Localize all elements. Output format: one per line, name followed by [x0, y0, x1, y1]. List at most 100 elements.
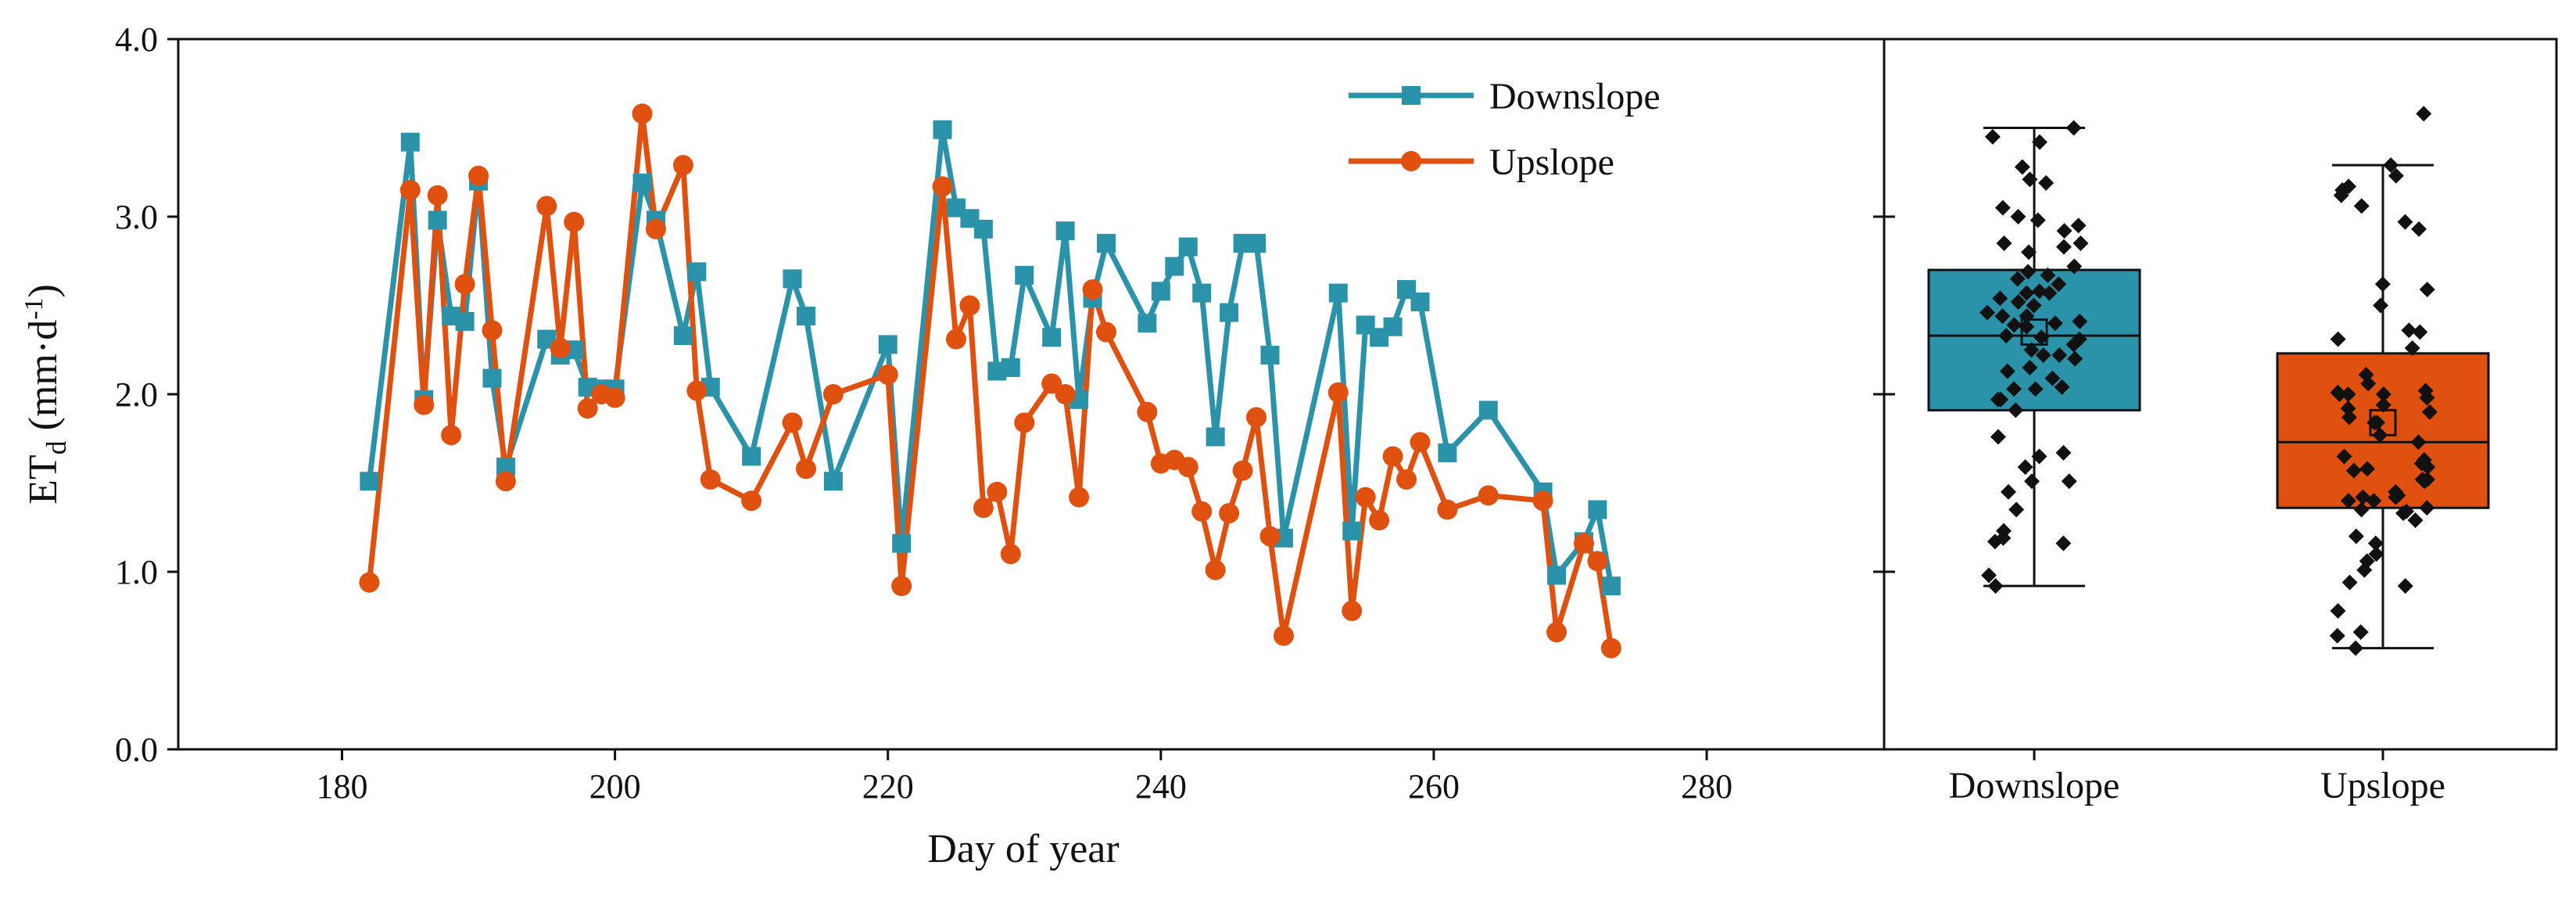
upslope-point — [2411, 221, 2427, 237]
upslope-point — [2404, 339, 2420, 356]
downslope-marker — [1151, 282, 1170, 301]
y-tick-label: 3.0 — [115, 198, 158, 236]
downslope-marker — [1478, 400, 1498, 420]
upslope-series-line — [366, 110, 1614, 649]
downslope-point — [2070, 217, 2087, 234]
downslope-point — [2000, 483, 2016, 500]
upslope-point — [2340, 493, 2356, 509]
upslope-point — [2420, 459, 2436, 476]
downslope-marker — [1260, 346, 1280, 365]
x-tick-label: 280 — [1681, 767, 1732, 806]
upslope-marker — [945, 329, 966, 350]
y-tick-label: 2.0 — [115, 375, 158, 414]
upslope-marker — [1396, 469, 1417, 490]
upslope-marker — [973, 497, 994, 519]
downslope-marker — [1178, 237, 1198, 257]
upslope-point — [2348, 528, 2364, 544]
upslope-point — [2352, 624, 2369, 641]
downslope-point — [1984, 128, 2001, 145]
upslope-point — [2388, 489, 2404, 505]
upslope-point — [2341, 574, 2358, 591]
downslope-marker — [687, 262, 707, 282]
upslope-point — [2401, 322, 2417, 339]
upslope-point — [2331, 386, 2348, 402]
line-plot-frame — [177, 38, 1886, 751]
downslope-point — [2056, 223, 2073, 239]
downslope-marker — [878, 335, 897, 354]
upslope-point — [2412, 324, 2428, 340]
upslope-point — [2416, 106, 2432, 122]
upslope-box — [2276, 352, 2490, 509]
upslope-marker — [1069, 487, 1090, 508]
downslope-marker — [482, 368, 502, 388]
upslope-marker — [1437, 499, 1458, 520]
downslope-point — [2019, 285, 2035, 301]
upslope-marker — [399, 179, 421, 200]
downslope-point — [2010, 209, 2026, 224]
upslope-marker — [932, 176, 953, 197]
upslope-marker — [414, 394, 435, 415]
x-tick-label: 180 — [316, 767, 367, 806]
upslope-point — [2397, 214, 2413, 230]
upslope-point — [2388, 167, 2404, 184]
downslope-marker — [1015, 265, 1034, 285]
downslope-marker — [1328, 283, 1348, 303]
y-axis-title: ETd (mm·d-1) — [20, 284, 72, 505]
downslope-point — [1987, 578, 2004, 594]
upslope-marker — [959, 295, 980, 316]
downslope-point — [2027, 381, 2044, 397]
downslope-marker — [796, 307, 815, 326]
downslope-point — [2038, 174, 2055, 191]
downslope-marker — [742, 447, 761, 466]
downslope-marker — [360, 472, 379, 491]
upslope-marker — [645, 218, 666, 239]
x-tick-label: 260 — [1408, 767, 1460, 806]
downslope-marker — [1247, 234, 1267, 253]
upslope-marker — [795, 458, 816, 479]
downslope-point — [2065, 336, 2082, 353]
downslope-point — [2072, 313, 2088, 329]
upslope-marker — [441, 425, 462, 446]
upslope-point — [2341, 409, 2357, 426]
upslope-marker — [1219, 503, 1240, 524]
x-tick-label: 240 — [1135, 767, 1187, 806]
upslope-marker — [632, 103, 653, 124]
upslope-point — [2383, 157, 2399, 174]
downslope-point — [2047, 315, 2063, 332]
upslope-marker — [1478, 485, 1499, 506]
upslope-marker — [564, 211, 585, 232]
downslope-marker — [1342, 521, 1362, 540]
downslope-marker — [632, 173, 652, 192]
downslope-marker — [892, 533, 912, 553]
upslope-marker — [1600, 637, 1621, 659]
downslope-point — [1994, 199, 2011, 216]
downslope-point — [2021, 244, 2037, 260]
x-axis-title: Day of year — [927, 827, 1119, 871]
upslope-point — [2353, 501, 2370, 518]
upslope-marker — [877, 365, 898, 386]
upslope-point — [2410, 434, 2427, 451]
downslope-point — [2055, 535, 2072, 551]
downslope-marker — [1410, 292, 1430, 311]
upslope-point — [2407, 512, 2424, 529]
downslope-point — [2010, 293, 2026, 310]
downslope-marker — [1547, 566, 1567, 585]
downslope-point — [2014, 159, 2030, 175]
y-tick-label: 4.0 — [115, 20, 158, 59]
upslope-point — [2360, 375, 2377, 392]
downslope-point — [2065, 120, 2082, 136]
downslope-marker — [1055, 221, 1075, 241]
upslope-marker — [1014, 412, 1035, 433]
upslope-marker — [1191, 501, 1213, 522]
upslope-point — [2368, 546, 2384, 562]
upslope-marker — [1546, 622, 1567, 643]
downslope-point — [2055, 444, 2072, 461]
downslope-point — [2008, 501, 2025, 518]
downslope-point — [2067, 350, 2083, 367]
upslope-marker — [359, 572, 380, 593]
downslope-point — [2031, 134, 2048, 150]
upslope-point — [2353, 198, 2370, 214]
downslope-marker — [1383, 317, 1403, 336]
downslope-point — [2073, 235, 2089, 252]
upslope-marker — [604, 387, 625, 408]
